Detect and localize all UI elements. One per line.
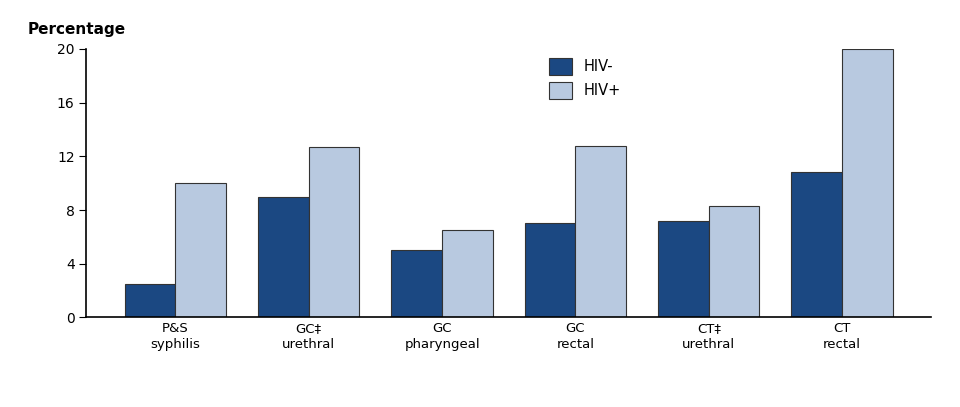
- Bar: [791, 173, 842, 317]
- Bar: [525, 223, 575, 317]
- Bar: [708, 206, 759, 317]
- Text: Percentage: Percentage: [27, 22, 126, 37]
- Bar: [309, 147, 359, 317]
- Bar: [575, 146, 626, 317]
- Bar: [842, 49, 893, 317]
- Bar: [176, 183, 227, 317]
- Legend: HIV-, HIV+: HIV-, HIV+: [541, 51, 628, 106]
- Bar: [258, 197, 309, 317]
- Bar: [659, 221, 708, 317]
- Bar: [392, 250, 443, 317]
- Bar: [125, 284, 176, 317]
- Bar: [443, 230, 492, 317]
